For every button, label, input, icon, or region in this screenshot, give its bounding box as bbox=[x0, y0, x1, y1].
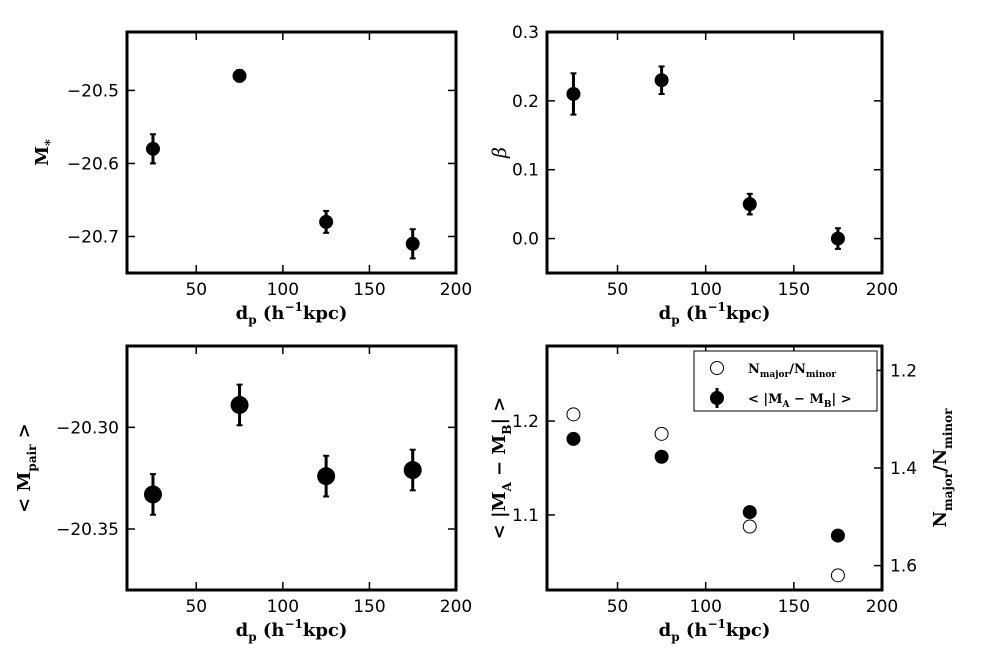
x-axis-label: dp (h−1kpc) bbox=[236, 300, 348, 327]
right-y-axis-label-text: Nmajor/Nminor bbox=[930, 408, 955, 528]
data-point bbox=[319, 214, 334, 229]
x-tick-label: 150 bbox=[778, 597, 810, 617]
x-tick-label: 150 bbox=[353, 280, 385, 300]
legend-box bbox=[693, 350, 878, 412]
y-axis-label-text: < Mpair > bbox=[14, 423, 39, 513]
right-y-tick-label: 1.4 bbox=[890, 459, 917, 479]
y-axis-label: M* bbox=[32, 139, 58, 166]
x-tick-label: 100 bbox=[267, 597, 299, 617]
y-tick-label: 0.0 bbox=[512, 230, 539, 250]
data-point bbox=[654, 449, 669, 464]
data-point bbox=[405, 236, 420, 251]
x-tick-label: 50 bbox=[607, 597, 629, 617]
x-tick-label: 50 bbox=[185, 597, 207, 617]
x-tick-label: 150 bbox=[353, 597, 385, 617]
legend-marker-filled bbox=[710, 391, 724, 405]
axes-frame bbox=[125, 344, 458, 592]
data-point bbox=[566, 431, 581, 446]
y-axis-label-text: β bbox=[489, 147, 511, 159]
data-point bbox=[403, 461, 422, 480]
data-point bbox=[830, 528, 845, 543]
x-tick-label: 200 bbox=[440, 597, 472, 617]
right-y-axis-label: Nmajor/Nminor bbox=[930, 408, 955, 528]
data-point bbox=[830, 231, 845, 246]
x-tick-label: 200 bbox=[866, 597, 898, 617]
data-point bbox=[742, 197, 757, 212]
x-tick-label: 50 bbox=[607, 280, 629, 300]
x-tick-label: 200 bbox=[440, 280, 472, 300]
data-point bbox=[145, 141, 160, 156]
legend-label-diff: < |MA − MB| > bbox=[748, 392, 852, 410]
y-axis-label: β bbox=[489, 147, 511, 159]
y-axis-label-text: M* bbox=[32, 139, 58, 166]
data-point-open bbox=[742, 519, 757, 534]
data-point bbox=[742, 505, 757, 520]
y-axis-label-text: < |MA − MB| > bbox=[489, 397, 514, 540]
panel-bottom-left: 50 100 150 200 −20.30 −20.35 dp (h−1kpc) < Mpai… bbox=[14, 344, 472, 644]
axes-frame bbox=[125, 30, 458, 275]
panel-top-left: 50 100 150 200 −20.5 −20.6 −20.7 dp (h−1kpc) M* bbox=[32, 30, 472, 327]
panel-bottom-right: 50 100 150 200 1.1 1.2 1.2 1.4 1.6 Nmajor/Nminor d… bbox=[489, 344, 955, 644]
y-axis-label: < Mpair > bbox=[14, 423, 39, 513]
axes-frame bbox=[545, 30, 884, 275]
y-tick-label: −20.30 bbox=[56, 418, 119, 438]
y-tick-label: −20.6 bbox=[67, 154, 119, 174]
data-point bbox=[566, 86, 581, 101]
y-tick-label: 1.1 bbox=[512, 506, 539, 526]
y-tick-label: −20.35 bbox=[56, 520, 119, 540]
x-tick-label: 100 bbox=[689, 280, 721, 300]
data-point bbox=[143, 485, 162, 504]
legend: Nmajor/Nminor < |MA − MB| > bbox=[693, 350, 878, 412]
panel-top-right: 50 100 150 200 0.0 0.1 0.2 0.3 dp (h−1kpc) β bbox=[489, 23, 898, 327]
data-point bbox=[317, 467, 336, 486]
x-tick-label: 100 bbox=[689, 597, 721, 617]
y-tick-label: 1.2 bbox=[512, 412, 539, 432]
y-tick-label: 0.3 bbox=[512, 23, 539, 43]
y-axis-label: < |MA − MB| > bbox=[489, 397, 514, 540]
legend-marker-open bbox=[710, 361, 724, 375]
data-point-open bbox=[654, 426, 669, 441]
legend-label-ratio: Nmajor/Nminor bbox=[748, 362, 836, 380]
y-tick-label: −20.7 bbox=[67, 227, 119, 247]
y-tick-label: 0.1 bbox=[512, 161, 539, 181]
right-y-tick-label: 1.6 bbox=[890, 557, 917, 577]
data-point bbox=[232, 68, 247, 83]
data-point bbox=[654, 73, 669, 88]
x-tick-label: 50 bbox=[185, 280, 207, 300]
y-tick-label: 0.2 bbox=[512, 92, 539, 112]
right-y-tick-label: 1.2 bbox=[890, 361, 917, 381]
data-point bbox=[230, 395, 249, 414]
data-point-open bbox=[830, 568, 845, 583]
data-point-open bbox=[566, 407, 581, 422]
x-axis-label: dp (h−1kpc) bbox=[236, 617, 348, 644]
x-tick-label: 100 bbox=[267, 280, 299, 300]
x-tick-label: 200 bbox=[866, 280, 898, 300]
y-tick-label: −20.5 bbox=[67, 81, 119, 101]
x-axis-label: dp (h−1kpc) bbox=[659, 617, 771, 644]
x-axis-label: dp (h−1kpc) bbox=[659, 300, 771, 327]
x-tick-label: 150 bbox=[778, 280, 810, 300]
